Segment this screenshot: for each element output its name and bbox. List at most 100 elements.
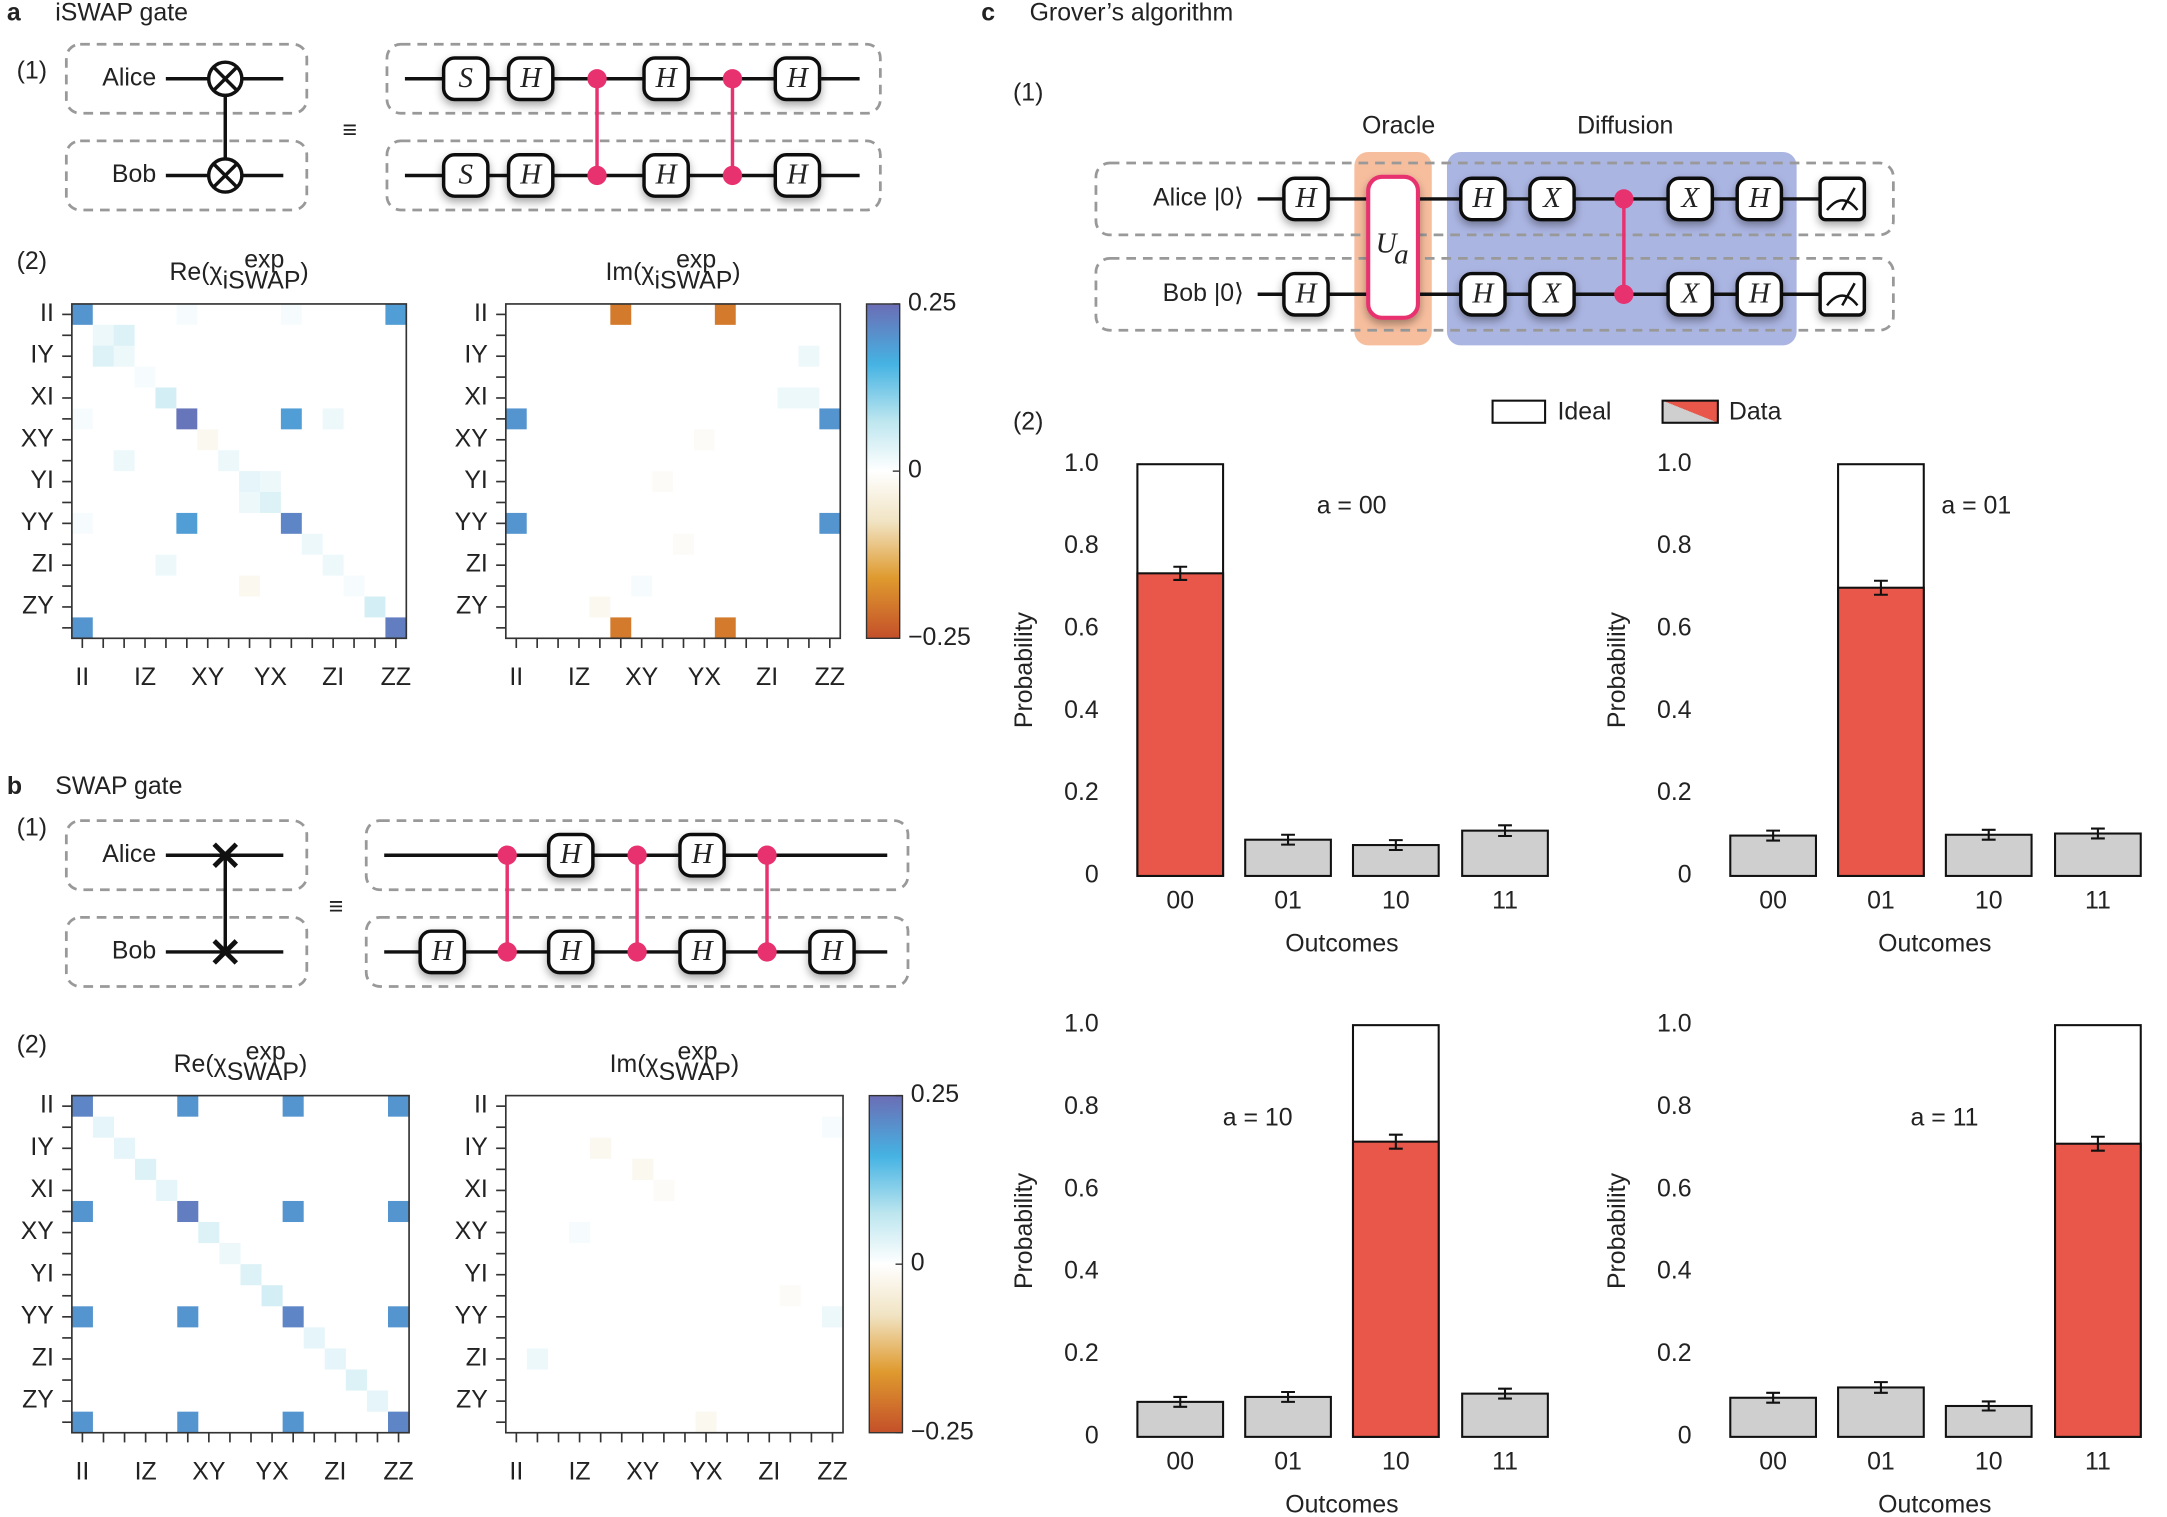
heatmap-cell <box>695 1327 718 1349</box>
heatmap-cell <box>364 345 386 368</box>
heatmap-cell <box>71 554 94 577</box>
heatmap-cell <box>526 1222 549 1244</box>
heatmap-cell <box>261 1348 284 1371</box>
heatmap-cell <box>303 1264 326 1286</box>
gate <box>506 56 555 102</box>
heatmap-cell <box>324 1116 347 1139</box>
heatmap-cell <box>737 1137 760 1160</box>
heatmap-cell <box>388 1116 410 1139</box>
gate <box>678 832 726 878</box>
heatmap-cell <box>653 1116 675 1139</box>
heatmap-cell <box>526 512 549 535</box>
heatmap-cell <box>197 366 219 389</box>
heatmap-cell <box>632 1264 654 1286</box>
heatmap-cell <box>756 303 779 326</box>
x-tick-label: 10 <box>1382 887 1410 915</box>
error-bar <box>1981 1400 1996 1412</box>
heatmap-cell <box>631 429 653 451</box>
heatmap-cell <box>343 492 366 514</box>
heatmap-cell <box>693 533 716 556</box>
heatmap-cell <box>611 1200 633 1223</box>
heatmap-cell <box>735 387 758 409</box>
heatmap-cell <box>364 617 386 639</box>
heatmap-cell <box>324 1411 347 1434</box>
heatmap-cell <box>218 617 240 639</box>
heatmap-cell <box>71 1327 94 1349</box>
heatmap-cell <box>652 575 674 598</box>
heatmap-cell <box>364 492 386 514</box>
heatmap-cell <box>218 492 240 514</box>
heatmap-cell <box>303 1116 326 1139</box>
heatmap-cell <box>547 1095 570 1118</box>
heatmap-cell <box>653 1137 675 1160</box>
heatmap-cell <box>177 1222 199 1244</box>
y-tick-label: 0.4 <box>1064 696 1099 724</box>
heatmap-cell <box>821 1390 844 1413</box>
heatmap-cell <box>92 1348 115 1371</box>
heatmap-cell <box>280 492 303 514</box>
heatmap-cell <box>505 471 528 493</box>
heatmap-cell <box>526 408 549 430</box>
heatmap-cell <box>177 1264 199 1286</box>
heatmap-cell <box>800 1179 823 1202</box>
heatmap-cell <box>92 1222 115 1244</box>
heatmap-cell <box>388 1137 410 1160</box>
heatmap-cell <box>695 1390 718 1413</box>
cz-dot <box>1614 189 1634 209</box>
heatmap-cell <box>632 1222 654 1244</box>
heatmap-cell <box>282 1095 305 1118</box>
heatmap-cell <box>345 1348 368 1371</box>
heatmap-cell <box>303 1285 326 1307</box>
x-tick-label: XY <box>625 663 659 691</box>
heatmap-cell <box>197 450 219 472</box>
heatmap-cell <box>758 1327 781 1349</box>
heatmap-cell <box>631 617 653 639</box>
qubit-box <box>64 139 309 212</box>
heatmap-cell <box>756 575 779 598</box>
heatmap-title: iSWAP <box>223 266 301 294</box>
heatmap-cell <box>695 1095 718 1118</box>
x-axis-label: Outcomes <box>1285 930 1398 958</box>
heatmap-cell <box>611 1137 633 1160</box>
heatmap-cell <box>693 345 716 368</box>
heatmap-cell <box>716 1411 739 1434</box>
heatmap-cell <box>135 1264 157 1286</box>
heatmap-cell <box>135 1158 157 1181</box>
heatmap-cell <box>821 1095 844 1118</box>
heatmap-cell <box>92 324 115 347</box>
heatmap-cell <box>177 1411 199 1434</box>
heatmap-cell <box>71 1411 94 1434</box>
heatmap-cell <box>547 596 570 618</box>
y-tick-label: YY <box>21 1301 55 1329</box>
heatmap-cell <box>526 1243 549 1265</box>
heatmap-cell <box>779 1116 802 1139</box>
heatmap-cell <box>218 324 240 347</box>
heatmap-cell <box>737 1390 760 1413</box>
heatmap-cell <box>219 1243 242 1265</box>
gate-label: H <box>691 935 715 967</box>
cz-dot <box>722 165 743 186</box>
heatmap-cell <box>610 324 632 347</box>
heatmap-cell <box>239 471 261 493</box>
heatmap-cell <box>590 1285 612 1307</box>
heatmap-cell <box>505 345 528 368</box>
y-tick-label: IY <box>464 341 488 369</box>
heatmap-cell <box>777 387 800 409</box>
heatmap-cell <box>176 533 198 556</box>
heatmap-cell <box>756 450 779 472</box>
gate-label: H <box>1748 182 1772 214</box>
heatmap-cell <box>239 450 261 472</box>
heatmap-cell <box>714 303 737 326</box>
equivalence: ≡ <box>342 116 357 144</box>
heatmap-cell <box>219 1306 242 1328</box>
heatmap-cell <box>198 1264 220 1286</box>
heatmap-cell <box>800 1285 823 1307</box>
heatmap-cell <box>674 1327 697 1349</box>
heatmap-cell <box>526 1137 549 1160</box>
heatmap-cell <box>674 1095 697 1118</box>
gate <box>506 153 555 198</box>
error-bar <box>1874 579 1888 596</box>
heatmap-cell <box>819 387 841 409</box>
heatmap-cell <box>735 533 758 556</box>
heatmap-cell <box>71 1348 94 1371</box>
